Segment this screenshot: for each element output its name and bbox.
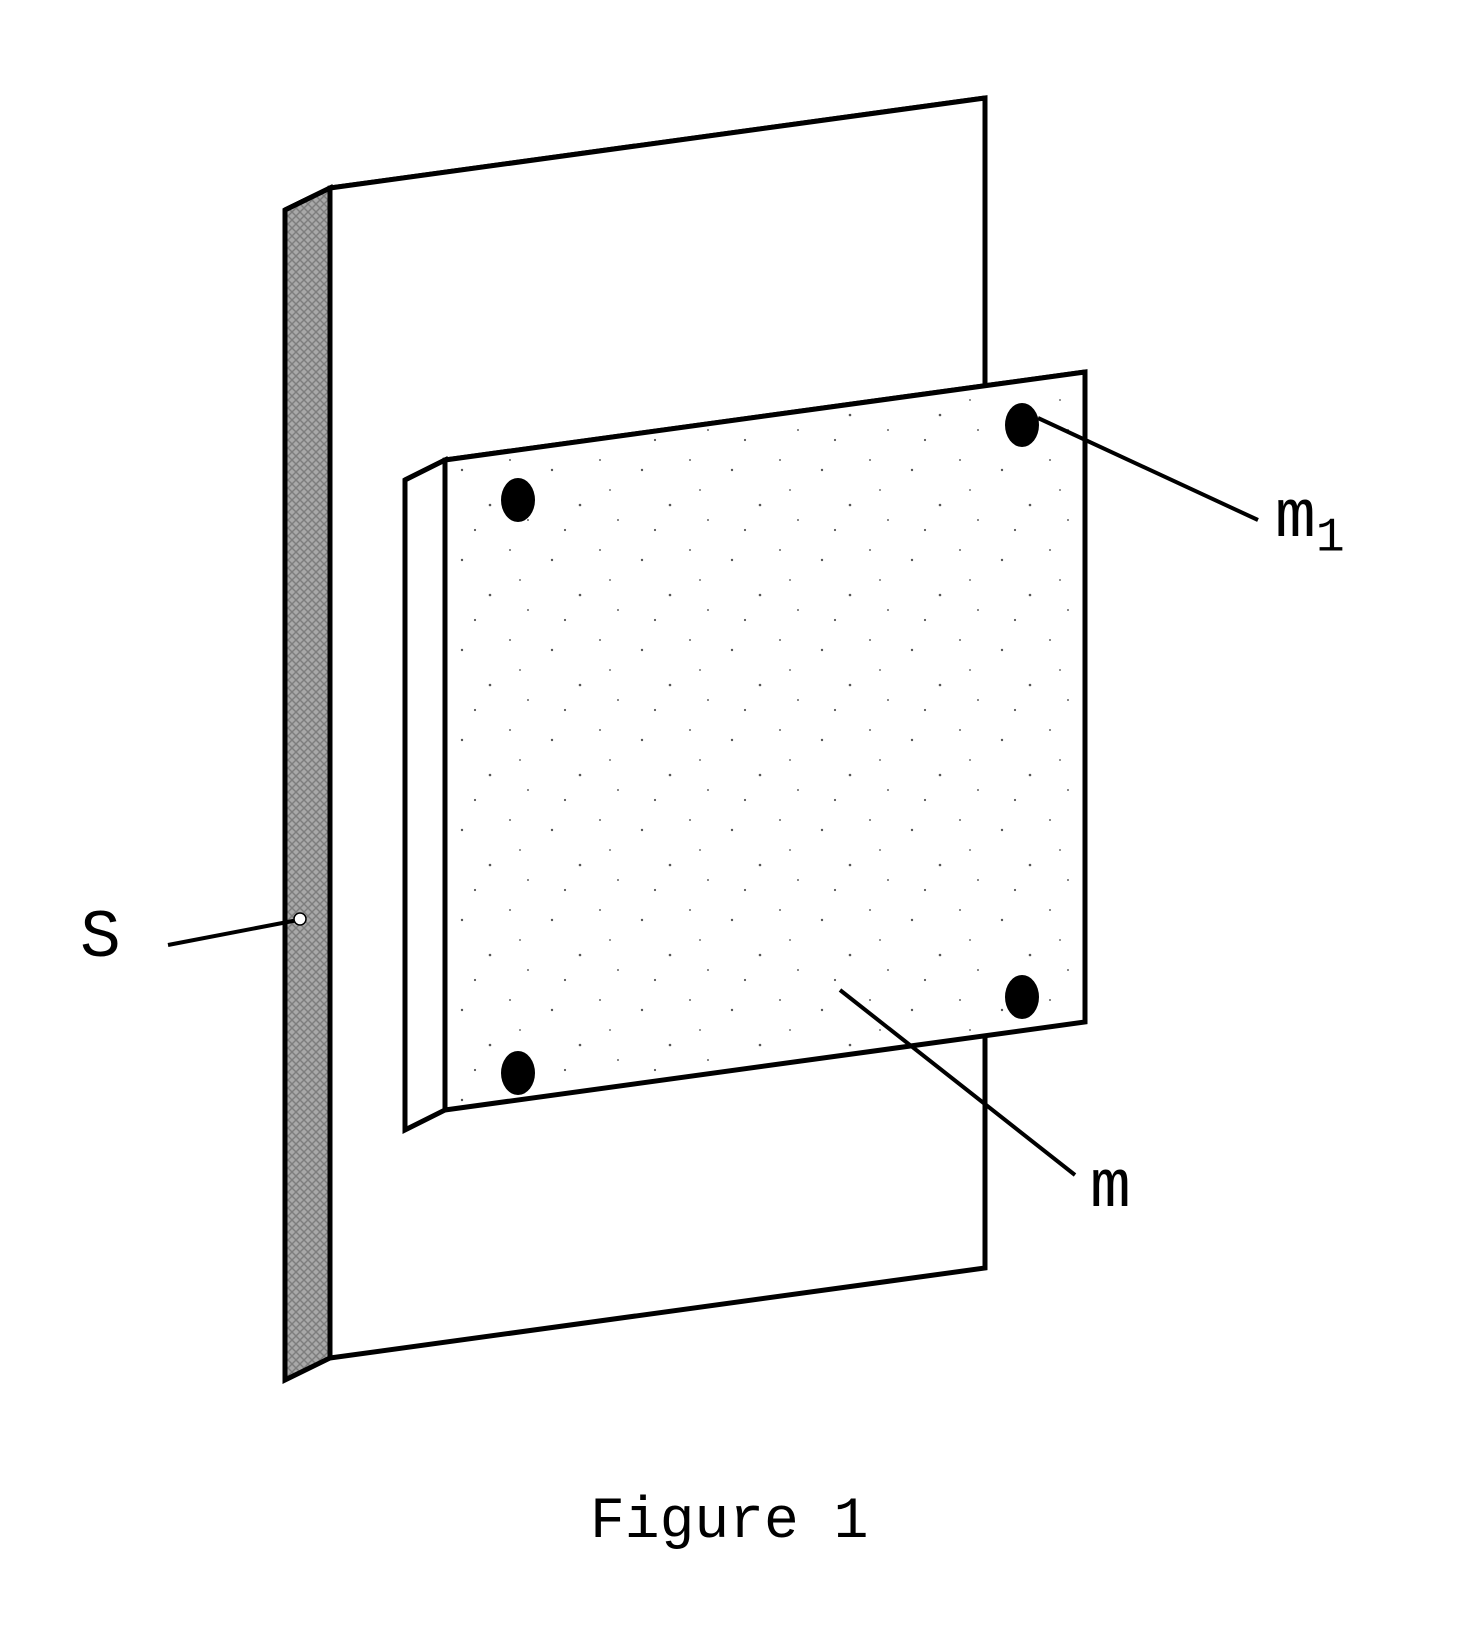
label-m1: m1 xyxy=(1275,480,1345,566)
mounting-hole-icon xyxy=(501,478,535,522)
front-plate-front-face xyxy=(445,372,1085,1110)
figure-caption: Figure 1 xyxy=(590,1490,868,1555)
front-plate-left-face xyxy=(405,460,445,1130)
back-panel-left-face xyxy=(285,188,330,1380)
mounting-hole-icon xyxy=(1005,403,1039,447)
mounting-hole-icon xyxy=(501,1051,535,1095)
figure-container: S m1 m Figure 1 xyxy=(0,0,1473,1639)
leader-line-s xyxy=(168,920,298,945)
diagram-svg xyxy=(0,0,1473,1639)
mounting-hole-icon xyxy=(1005,975,1039,1019)
label-s: S xyxy=(80,900,121,977)
label-m: m xyxy=(1090,1150,1131,1227)
leader-tip-s xyxy=(294,913,306,925)
